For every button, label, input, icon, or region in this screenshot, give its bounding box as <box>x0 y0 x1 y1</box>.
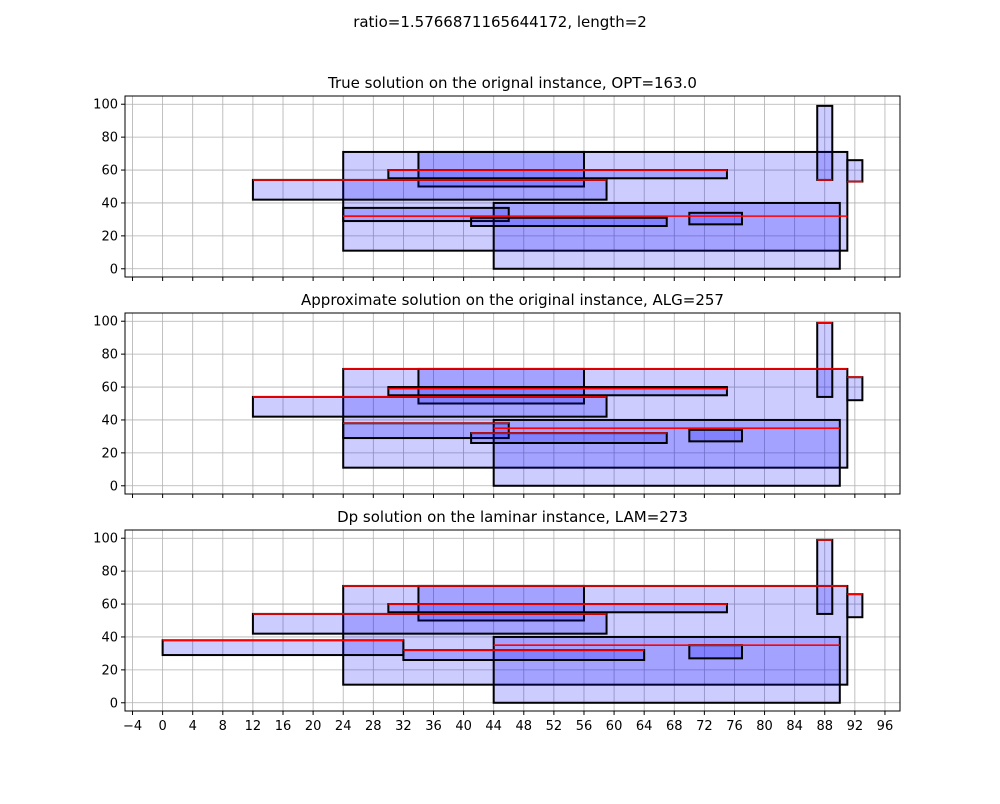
rect-mark <box>846 376 864 402</box>
x-tick-label: 40 <box>455 719 472 734</box>
x-tick-label: 28 <box>365 719 382 734</box>
rect-mark <box>470 432 668 444</box>
x-tick-label: 12 <box>245 719 262 734</box>
y-tick-label: 20 <box>101 229 118 244</box>
x-tick-label: 36 <box>425 719 442 734</box>
x-tick-label: 96 <box>877 719 894 734</box>
x-tick-label: 84 <box>786 719 803 734</box>
rect-mark <box>492 635 841 704</box>
y-tick-label: 60 <box>101 381 118 396</box>
chart-panel-2: Approximate solution on the original ins… <box>93 291 901 498</box>
y-tick-label: 100 <box>93 98 118 113</box>
x-tick-label: 76 <box>726 719 743 734</box>
rect-mark <box>342 367 849 469</box>
rect-mark <box>402 649 646 661</box>
chart-panel-1: True solution on the orignal instance, O… <box>93 74 901 281</box>
y-tick-label: 60 <box>101 598 118 613</box>
y-tick-label: 0 <box>110 479 118 494</box>
y-tick-label: 40 <box>101 413 118 428</box>
x-tick-label: 16 <box>275 719 292 734</box>
y-tick-label: 20 <box>101 446 118 461</box>
rect-mark <box>492 201 841 270</box>
figure-suptitle: ratio=1.5766871165644172, length=2 <box>353 13 647 31</box>
y-tick-label: 40 <box>101 196 118 211</box>
axes-frame <box>124 95 901 278</box>
x-tick-label: 0 <box>158 719 166 734</box>
panel-title: Approximate solution on the original ins… <box>301 291 724 309</box>
x-tick-label: 80 <box>756 719 773 734</box>
x-tick-label: 68 <box>666 719 683 734</box>
rect-mark <box>816 538 834 615</box>
y-tick-label: 60 <box>101 164 118 179</box>
rect-mark <box>816 104 834 181</box>
panel-title: Dp solution on the laminar instance, LAM… <box>337 508 688 526</box>
x-tick-label: 56 <box>576 719 593 734</box>
x-tick-label: 64 <box>636 719 653 734</box>
y-tick-label: 20 <box>101 663 118 678</box>
y-tick-label: 40 <box>101 630 118 645</box>
rect-mark <box>342 150 849 252</box>
rect-mark <box>387 169 728 180</box>
rect-mark <box>342 206 510 223</box>
rect-mark <box>161 639 405 657</box>
x-tick-label: 88 <box>816 719 833 734</box>
rect-mark <box>492 418 841 487</box>
x-tick-label: 52 <box>546 719 563 734</box>
axes-frame <box>124 312 901 495</box>
x-tick-label: −4 <box>123 719 142 734</box>
rect-mark <box>387 603 728 614</box>
y-tick-label: 80 <box>101 348 118 363</box>
rect-mark <box>251 612 608 635</box>
rect-mark <box>688 644 743 660</box>
rect-mark <box>470 216 668 227</box>
y-tick-label: 100 <box>93 315 118 330</box>
x-tick-label: 8 <box>219 719 227 734</box>
rect-mark <box>816 321 834 398</box>
rect-mark <box>688 428 743 443</box>
x-tick-label: 24 <box>335 719 352 734</box>
rect-mark <box>846 159 864 183</box>
x-tick-label: 48 <box>516 719 533 734</box>
rect-mark <box>342 584 849 686</box>
rect-mark <box>251 395 608 418</box>
rect-mark <box>846 593 864 619</box>
x-tick-label: 32 <box>395 719 412 734</box>
y-tick-label: 100 <box>93 532 118 547</box>
y-tick-label: 80 <box>101 565 118 580</box>
x-tick-label: 92 <box>847 719 864 734</box>
rect-mark <box>387 386 728 397</box>
x-tick-label: 20 <box>305 719 322 734</box>
x-tick-label: 4 <box>189 719 197 734</box>
x-tick-label: 44 <box>485 719 502 734</box>
rect-mark <box>251 178 608 201</box>
x-tick-label: 60 <box>606 719 623 734</box>
panel-title: True solution on the orignal instance, O… <box>327 74 697 92</box>
y-tick-label: 0 <box>110 262 118 277</box>
x-tick-label: 72 <box>696 719 713 734</box>
y-tick-label: 80 <box>101 131 118 146</box>
rect-mark <box>688 211 743 226</box>
axes-frame <box>124 529 901 712</box>
y-tick-label: 0 <box>110 696 118 711</box>
chart-panel-3: Dp solution on the laminar instance, LAM… <box>93 508 901 734</box>
